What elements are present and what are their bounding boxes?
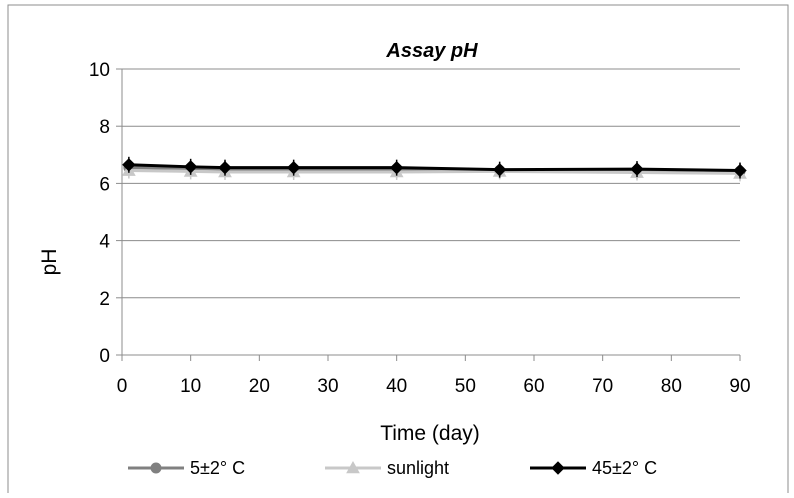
data-point xyxy=(218,160,232,175)
legend: 5±2° C sunlight 45±2° C xyxy=(128,458,657,478)
series-3 xyxy=(122,156,747,179)
axes: 0 2 4 6 8 10 0 10 20 30 40 50 60 70 80 90 xyxy=(89,60,751,397)
x-tick-label: 10 xyxy=(180,376,201,397)
x-tick-label: 30 xyxy=(317,376,338,397)
data-point xyxy=(389,160,404,175)
series-group xyxy=(122,156,747,182)
y-tick-label: 8 xyxy=(99,117,110,138)
x-tick-label: 70 xyxy=(592,376,613,397)
y-tick-label: 4 xyxy=(99,232,110,253)
y-tick-label: 6 xyxy=(99,174,110,195)
data-point xyxy=(286,160,301,175)
legend-marker xyxy=(150,462,162,474)
legend-label: 45±2° C xyxy=(592,458,657,478)
legend-label: 5±2° C xyxy=(190,458,245,478)
x-tick-label: 20 xyxy=(249,376,270,397)
x-tick-label: 40 xyxy=(386,376,407,397)
data-point xyxy=(733,163,747,178)
data-point xyxy=(122,158,136,172)
legend-item: 5±2° C xyxy=(128,458,245,478)
legend-item: 45±2° C xyxy=(530,458,657,478)
legend-marker xyxy=(346,460,360,474)
data-point xyxy=(492,162,507,177)
x-tick-label: 90 xyxy=(729,376,750,397)
data-point xyxy=(183,160,198,174)
y-axis-title: pH xyxy=(38,249,61,276)
x-tick-label: 0 xyxy=(117,376,128,397)
x-axis-title: Time (day) xyxy=(380,422,480,445)
legend-item: sunlight xyxy=(325,458,449,478)
y-tick-label: 0 xyxy=(99,346,110,367)
x-tick-label: 60 xyxy=(523,376,544,397)
series-line xyxy=(128,169,741,175)
gridlines xyxy=(122,68,740,299)
legend-marker xyxy=(551,461,565,475)
y-tick-label: 2 xyxy=(99,289,110,310)
x-tick-label: 50 xyxy=(455,376,476,397)
data-point xyxy=(630,162,644,176)
x-tick-label: 80 xyxy=(661,376,682,397)
chart-frame xyxy=(7,4,789,496)
legend-label: sunlight xyxy=(387,458,449,478)
chart-title: Assay pH xyxy=(385,40,478,62)
y-tick-label: 10 xyxy=(89,60,110,81)
